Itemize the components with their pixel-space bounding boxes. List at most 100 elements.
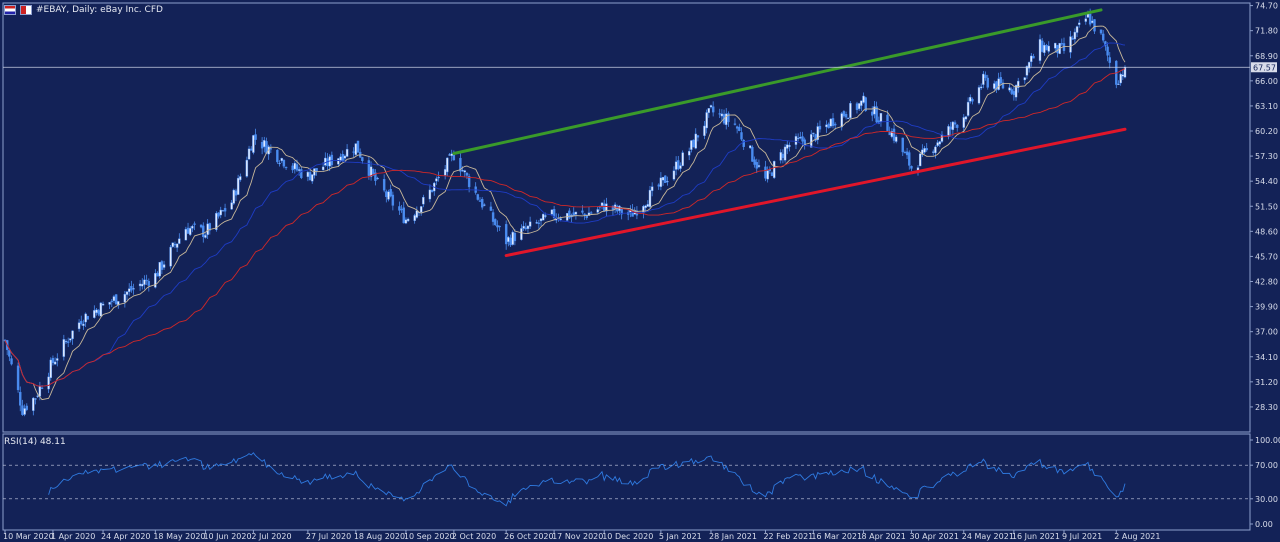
candle-body [755, 162, 758, 169]
candle-body [404, 219, 408, 224]
candle-body [818, 125, 822, 130]
candle-body [589, 212, 593, 214]
candle-body [672, 170, 676, 180]
candle-body [223, 208, 227, 212]
time-tick-label: 27 Jul 2020 [306, 532, 351, 541]
candle-body [581, 210, 584, 213]
candle-body [254, 134, 257, 140]
candle-body [871, 111, 874, 116]
candle-body [1102, 33, 1105, 41]
candle-body [857, 103, 861, 110]
candle-body [572, 212, 575, 216]
candle-body [568, 210, 571, 219]
candle-body [173, 243, 177, 246]
candle-body [1093, 19, 1096, 32]
time-tick-label: 10 Mar 2020 [3, 532, 54, 541]
candle-body [1075, 26, 1079, 33]
candle-body [892, 128, 896, 141]
candle-body [764, 166, 767, 179]
candle-body [513, 232, 517, 242]
candle-body [112, 296, 116, 301]
price-tick-label: 51.50 [1255, 202, 1278, 211]
candle-body [895, 136, 898, 142]
candle-body [374, 172, 377, 181]
time-tick-label: 9 Jul 2021 [1062, 532, 1102, 541]
candle-body [239, 176, 242, 181]
candle-body [905, 151, 909, 156]
time-tick-label: 5 Jan 2021 [659, 532, 702, 541]
candle-body [949, 126, 952, 130]
price-tick-label: 34.10 [1255, 353, 1278, 362]
time-tick-label: 2 Oct 2020 [452, 532, 496, 541]
candle-body [40, 387, 44, 389]
candle-body [56, 358, 59, 361]
candle-body [908, 152, 911, 166]
candle-body [494, 219, 497, 226]
candle-body [1069, 36, 1072, 53]
candle-body [951, 121, 955, 131]
candle-body [886, 114, 889, 131]
candle-body [300, 169, 303, 178]
candle-body [938, 141, 941, 145]
lower-trendline [504, 127, 1127, 258]
candle-body [82, 323, 85, 326]
price-tick-label: 57.30 [1255, 152, 1278, 161]
candle-body [903, 152, 907, 154]
candle-body [260, 141, 264, 149]
candle-body [51, 358, 55, 363]
candle-body [681, 152, 684, 166]
candle-body [829, 118, 833, 127]
candle-body [189, 228, 192, 235]
candle-body [648, 189, 652, 207]
candle-body [71, 330, 74, 340]
candle-body [478, 200, 482, 202]
candle-body [158, 262, 161, 277]
candle-body [391, 194, 395, 206]
chart-title: #EBAY, Daily: eBay Inc. CFD [36, 4, 163, 15]
price-tick-label: 45.70 [1255, 252, 1278, 261]
candle-body [293, 162, 297, 170]
candle-body [1091, 20, 1094, 23]
candle-body [86, 316, 90, 320]
candle-body [138, 283, 142, 287]
candle-body [833, 123, 837, 126]
candle-body [842, 111, 846, 117]
candle-body [217, 212, 220, 217]
candle-body [971, 99, 974, 102]
candles-layer [3, 8, 1127, 417]
candle-body [184, 228, 188, 241]
candle-body [430, 189, 434, 193]
candle-body [32, 397, 35, 411]
candle-body [1014, 85, 1018, 98]
candle-body [8, 350, 11, 357]
candle-body [171, 242, 174, 247]
candle-body [64, 341, 68, 343]
candle-body [352, 151, 355, 153]
candle-body [110, 300, 113, 303]
candle-body [156, 272, 159, 277]
candle-body [925, 148, 928, 151]
candle-body [796, 137, 800, 140]
time-tick-label: 28 Jan 2021 [709, 532, 757, 541]
candle-body [330, 154, 334, 166]
candle-body [282, 159, 286, 167]
candle-body [450, 153, 453, 156]
candle-body [696, 135, 700, 138]
candle-body [677, 160, 680, 170]
candle-body [38, 386, 42, 397]
candle-body [810, 134, 813, 148]
candle-body [130, 286, 133, 291]
candle-body [1088, 13, 1092, 25]
candle-body [10, 358, 13, 365]
candle-body [574, 211, 578, 215]
candle-body [733, 123, 737, 125]
candle-body [101, 303, 105, 306]
candle-body [757, 165, 761, 167]
candle-body [247, 148, 251, 160]
candle-body [1045, 45, 1048, 51]
candle-body [160, 261, 164, 270]
candle-body [522, 225, 525, 229]
candle-body [47, 376, 50, 390]
candle-body [511, 231, 514, 245]
